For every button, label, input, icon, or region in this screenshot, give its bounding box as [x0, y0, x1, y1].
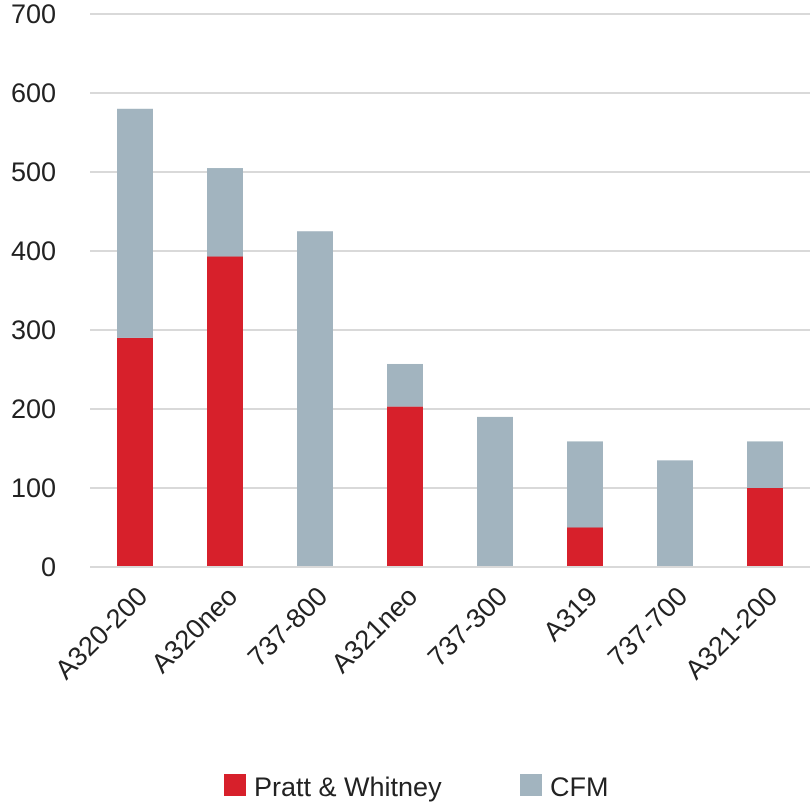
- y-tick-label: 100: [11, 473, 56, 503]
- bar-pratt-whitney: [747, 488, 783, 567]
- bar-cfm: [747, 441, 783, 488]
- x-tick-label: 737-800: [242, 581, 333, 672]
- bar-cfm: [117, 108, 153, 338]
- x-tick-label: 737-700: [602, 581, 693, 672]
- y-tick-label: 600: [11, 78, 56, 108]
- bar-pratt-whitney: [387, 406, 423, 567]
- bar-cfm: [387, 363, 423, 407]
- y-tick-label: 0: [41, 552, 56, 582]
- y-axis-ticks: 0 100 200 300 400 500 600 700: [11, 0, 56, 582]
- y-tick-label: 400: [11, 236, 56, 266]
- bar-cfm: [567, 441, 603, 528]
- legend-swatch: [520, 774, 542, 796]
- bar-pratt-whitney: [567, 527, 603, 567]
- x-tick-label: 737-300: [422, 581, 513, 672]
- x-tick-label: A321neo: [326, 581, 424, 679]
- gridlines: [90, 13, 810, 489]
- y-tick-label: 700: [11, 0, 56, 29]
- x-tick-label: A320neo: [146, 581, 244, 679]
- legend-swatch: [224, 774, 246, 796]
- bar-cfm: [297, 231, 333, 567]
- y-tick-label: 200: [11, 394, 56, 424]
- bar-cfm: [477, 416, 513, 567]
- legend: Pratt & Whitney CFM: [224, 772, 608, 802]
- x-tick-label: A321-200: [679, 581, 783, 685]
- legend-label: Pratt & Whitney: [254, 772, 442, 802]
- x-tick-label: A320-200: [49, 581, 153, 685]
- bar-cfm: [657, 460, 693, 567]
- bars: [117, 108, 783, 567]
- legend-label: CFM: [550, 772, 608, 802]
- bar-pratt-whitney: [207, 256, 243, 567]
- bar-pratt-whitney: [117, 337, 153, 567]
- y-tick-label: 300: [11, 315, 56, 345]
- x-tick-label: A319: [537, 581, 603, 647]
- bar-cfm: [207, 168, 243, 257]
- y-tick-label: 500: [11, 157, 56, 187]
